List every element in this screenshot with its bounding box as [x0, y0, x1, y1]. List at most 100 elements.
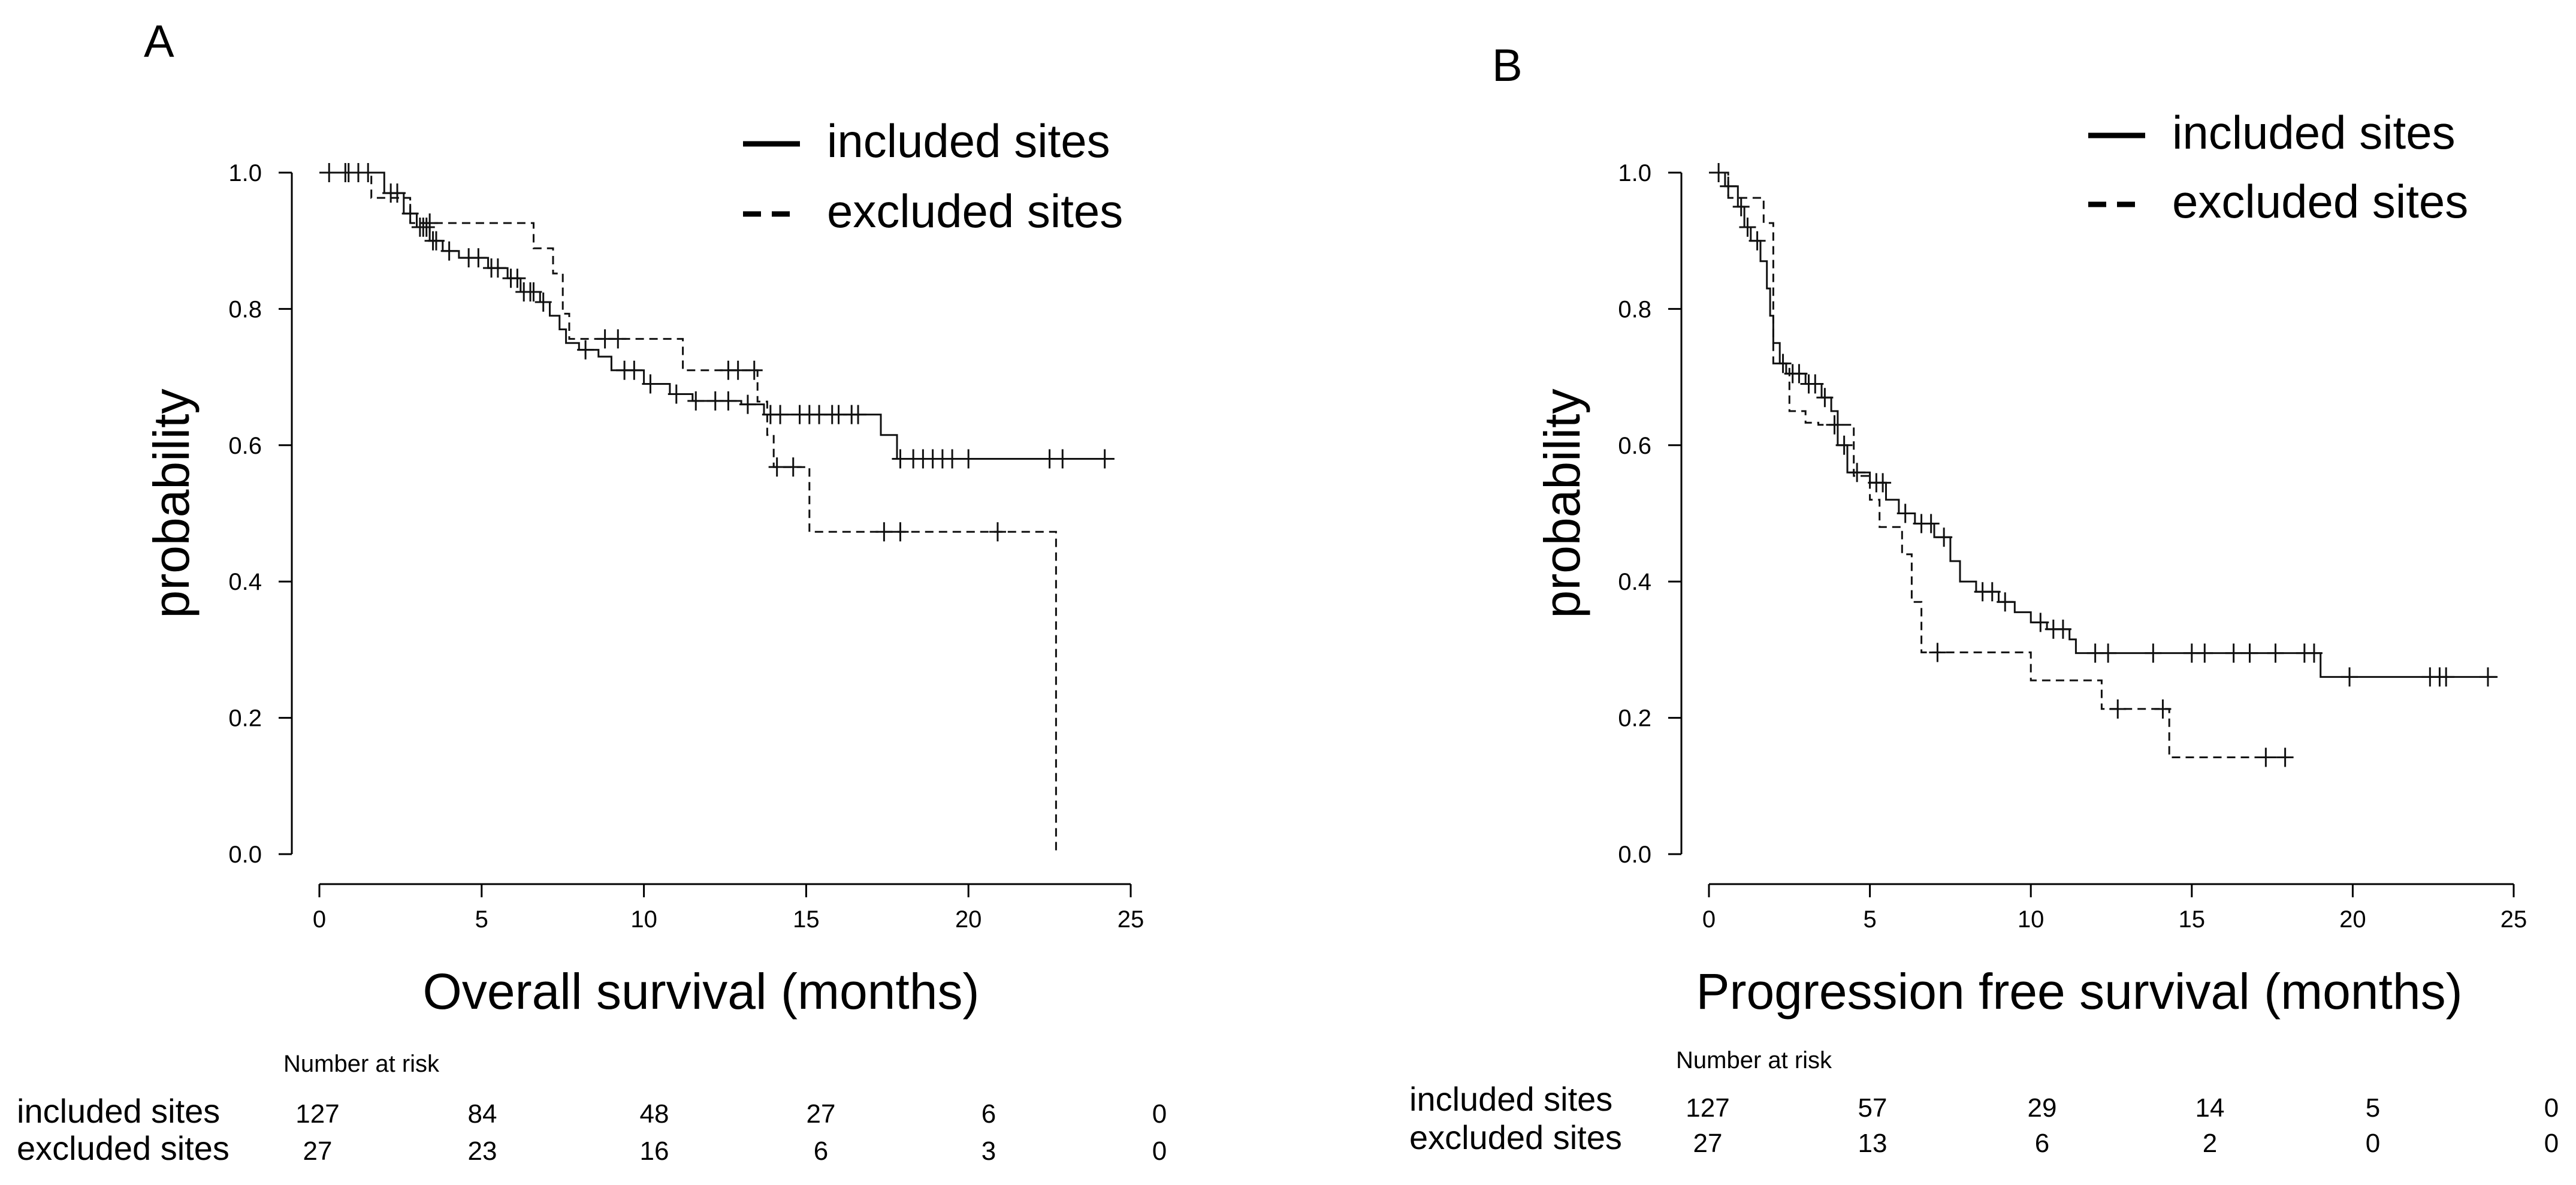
censor-mark-included-sites: [2054, 619, 2071, 639]
axes: 0 5 10 15 20 25 0.0 0.2 0.4 0.6 0.8 1.0: [1618, 160, 2527, 933]
x-tick-label: 0: [1702, 906, 1716, 933]
risk-cell: 3: [982, 1136, 996, 1166]
risk-row-label: excluded sites: [1409, 1118, 1622, 1156]
risk-cell: 48: [640, 1099, 669, 1129]
y-tick-label: 0.0: [1618, 842, 1651, 868]
axes: 0 5 10 15 20 25 0.0 0.2 0.4 0.6 0.8 1.0: [228, 160, 1144, 933]
risk-cell: 27: [303, 1136, 333, 1166]
censor-mark-included-sites: [1096, 449, 1113, 469]
censor-mark-excluded-sites: [768, 457, 786, 477]
panel-a: A probability Overall survival (months) …: [17, 16, 1167, 1167]
censor-mark-excluded-sites: [421, 213, 439, 233]
censor-mark-excluded-sites: [2154, 699, 2172, 719]
censor-mark-included-sites: [1983, 582, 2001, 602]
x-tick-label: 15: [2179, 906, 2206, 933]
censor-mark-included-sites: [668, 384, 685, 404]
censor-mark-excluded-sites: [784, 457, 802, 477]
censor-mark-included-sites: [1816, 388, 1834, 408]
risk-table-title: Number at risk: [283, 1051, 440, 1077]
censor-mark-included-sites: [1896, 503, 1914, 523]
y-tick-label: 0.0: [228, 842, 262, 868]
censor-mark-included-sites: [772, 405, 789, 424]
censor-mark-included-sites: [525, 282, 542, 301]
y-tick-label: 0.2: [1618, 705, 1651, 732]
x-tick-label: 5: [475, 906, 488, 933]
censor-mark-included-sites: [1922, 514, 1940, 533]
legend: included sites excluded sites: [2088, 106, 2468, 228]
censor-mark-included-sites: [2225, 643, 2242, 663]
risk-cell: 27: [807, 1099, 836, 1129]
x-tick-label: 25: [2500, 906, 2527, 933]
x-tick-label: 20: [955, 906, 982, 933]
risk-cell: 0: [1152, 1099, 1167, 1129]
risk-cell: 29: [2028, 1093, 2057, 1123]
censor-mark-excluded-sites: [609, 329, 627, 349]
risk-cell: 27: [1693, 1129, 1723, 1158]
risk-cell: 5: [2366, 1093, 2380, 1123]
risk-cell: 14: [2196, 1093, 2225, 1123]
censor-mark-excluded-sites: [2257, 747, 2275, 767]
censor-mark-included-sites: [687, 391, 705, 411]
censor-mark-included-sites: [2196, 643, 2213, 663]
censor-mark-included-sites: [2145, 643, 2162, 663]
censor-mark-included-sites: [1849, 463, 1866, 483]
panel-b: B probability Progression free survival …: [1409, 40, 2559, 1158]
censor-mark-excluded-sites: [989, 522, 1006, 542]
censor-mark-included-sites: [944, 449, 961, 469]
censor-mark-excluded-sites: [2276, 747, 2294, 767]
risk-cell: 84: [468, 1099, 497, 1129]
risk-cell: 57: [1858, 1093, 1888, 1123]
censor-mark-included-sites: [2241, 643, 2258, 663]
censor-mark-included-sites: [470, 248, 487, 268]
censor-mark-included-sites: [577, 340, 594, 360]
survival-curves: [1709, 163, 2498, 767]
y-tick-label: 0.8: [1618, 296, 1651, 322]
x-tick-label: 10: [2018, 906, 2045, 933]
risk-cell: 0: [2544, 1093, 2559, 1123]
censor-mark-included-sites: [1732, 197, 1750, 216]
censor-mark-included-sites: [1835, 435, 1853, 455]
censor-mark-included-sites: [2438, 667, 2455, 687]
risk-row-label: excluded sites: [17, 1129, 229, 1167]
x-tick-label: 5: [1863, 906, 1876, 933]
censor-mark-included-sites: [2100, 643, 2117, 663]
censor-mark-excluded-sites: [340, 163, 357, 182]
risk-row-label: included sites: [17, 1092, 220, 1130]
legend-entry-excluded: excluded sites: [2172, 175, 2468, 228]
y-tick-label: 0.6: [1618, 433, 1651, 459]
censor-mark-included-sites: [2305, 643, 2323, 663]
y-tick-label: 1.0: [1618, 160, 1651, 186]
censor-mark-included-sites: [1748, 231, 1766, 251]
censor-mark-included-sites: [2267, 643, 2284, 663]
censor-mark-included-sites: [427, 231, 445, 251]
censor-mark-included-sites: [626, 360, 643, 380]
x-axis-label: Overall survival (months): [423, 963, 980, 1020]
risk-cell: 127: [295, 1099, 339, 1129]
risk-table: Number at risk included sites excluded s…: [17, 1051, 1167, 1167]
km-curve-included-sites: [1709, 171, 2498, 678]
risk-cell: 127: [1686, 1093, 1729, 1123]
censor-mark-included-sites: [2480, 667, 2497, 687]
y-tick-label: 1.0: [228, 160, 262, 186]
censor-mark-excluded-sites: [875, 522, 893, 542]
censor-mark-included-sites: [1997, 592, 2014, 612]
legend-entry-excluded: excluded sites: [827, 185, 1123, 237]
censor-mark-included-sites: [642, 374, 659, 394]
risk-table: Number at risk included sites excluded s…: [1409, 1047, 2559, 1158]
x-axis-label: Progression free survival (months): [1696, 963, 2462, 1020]
censor-mark-included-sites: [509, 269, 526, 288]
risk-cell: 23: [468, 1136, 497, 1166]
censor-mark-excluded-sites: [892, 522, 909, 542]
censor-mark-excluded-sites: [1929, 643, 1946, 662]
x-tick-label: 0: [313, 906, 326, 933]
risk-cell: 0: [1152, 1136, 1167, 1166]
risk-row-label: included sites: [1409, 1080, 1612, 1118]
censor-mark-included-sites: [2341, 667, 2358, 687]
risk-cell: 13: [1858, 1129, 1888, 1158]
risk-cell: 16: [640, 1136, 669, 1166]
censor-mark-excluded-sites: [729, 360, 747, 380]
risk-table-title: Number at risk: [1676, 1047, 1832, 1074]
risk-cell: 6: [814, 1136, 828, 1166]
y-tick-label: 0.4: [1618, 569, 1651, 595]
